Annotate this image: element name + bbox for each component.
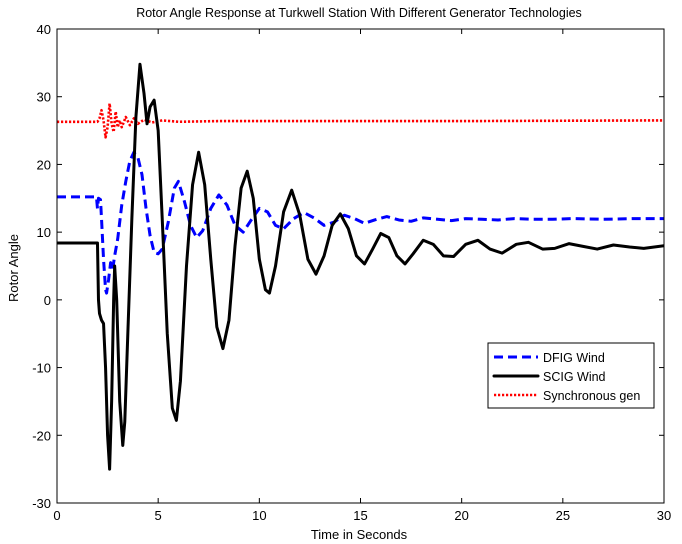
x-tick-label: 5 (155, 508, 162, 523)
ticks-layer: 0 5 10 15 20 25 30 -30 -20 -10 0 10 20 30 40 (32, 22, 671, 523)
x-tick-label: 20 (454, 508, 468, 523)
y-tick-label: 20 (37, 157, 51, 172)
x-tick-label: 25 (556, 508, 570, 523)
y-tick-label: 30 (37, 90, 51, 105)
series-line-scig-wind (57, 62, 664, 471)
series-line-synchronous-gen (57, 102, 664, 139)
y-tick-label: 0 (44, 293, 51, 308)
y-tick-label: -20 (32, 428, 51, 443)
legend-entry: Synchronous gen (543, 389, 640, 403)
series-line-dfig-wind (57, 150, 664, 295)
y-tick-label: 10 (37, 225, 51, 240)
legend: DFIG Wind SCIG Wind Synchronous gen (487, 342, 655, 409)
legend-entry: SCIG Wind (543, 370, 606, 384)
x-tick-label: 15 (353, 508, 367, 523)
y-axis-label: Rotor Angle (6, 234, 21, 302)
legend-entry: DFIG Wind (543, 351, 605, 365)
y-tick-label: -10 (32, 361, 51, 376)
chart-title: Rotor Angle Response at Turkwell Station… (136, 6, 582, 20)
x-tick-label: 10 (252, 508, 266, 523)
x-axis-label: Time in Seconds (311, 527, 408, 542)
x-tick-label: 30 (657, 508, 671, 523)
plot-layer (57, 62, 664, 471)
y-tick-label: -30 (32, 496, 51, 511)
y-tick-label: 40 (37, 22, 51, 37)
x-tick-label: 0 (53, 508, 60, 523)
